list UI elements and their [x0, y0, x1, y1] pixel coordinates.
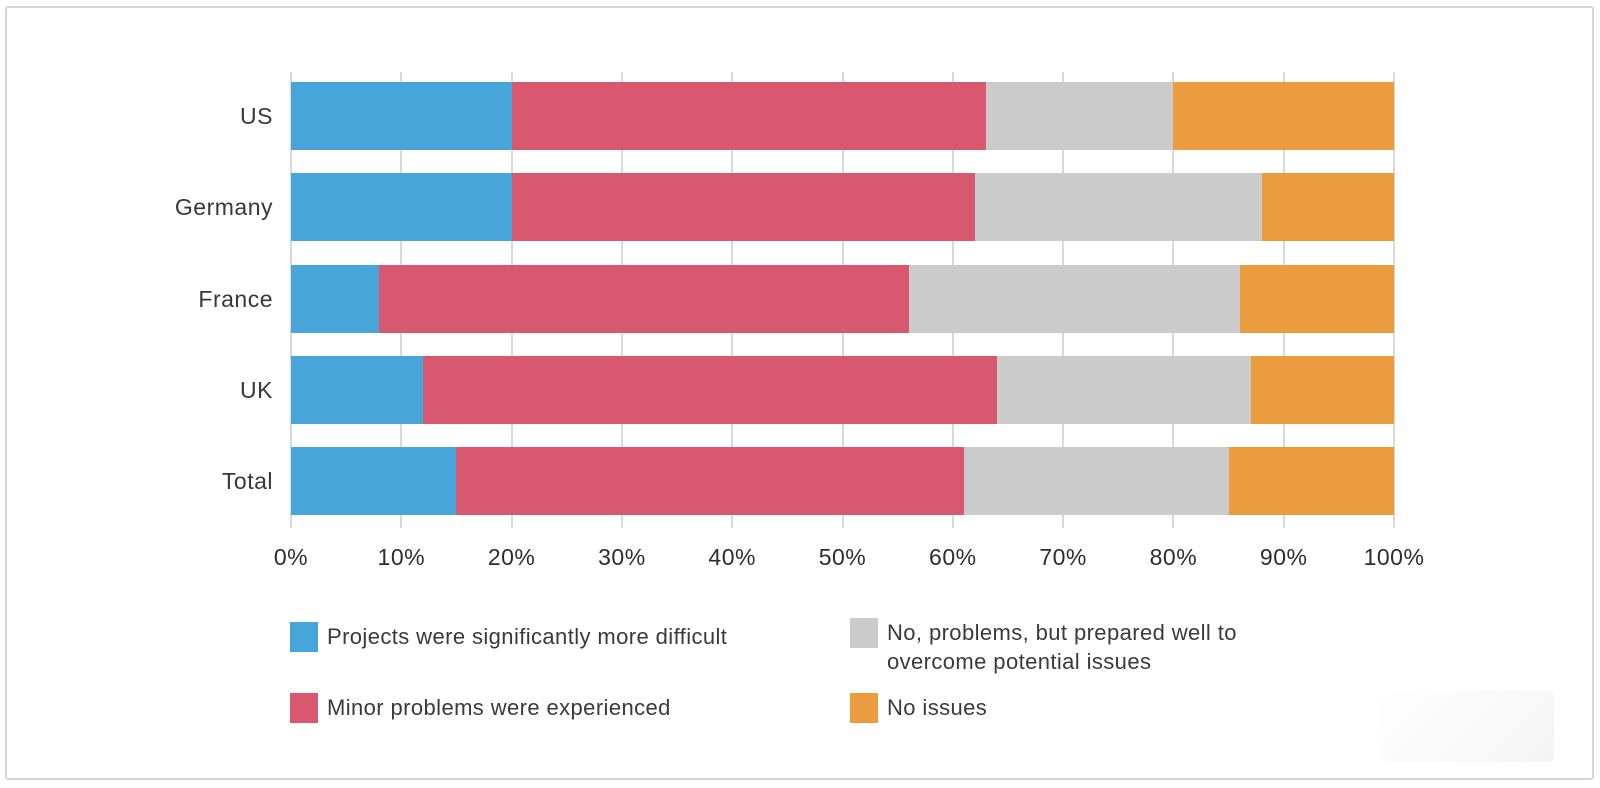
- bar-segment-series1: [291, 173, 512, 242]
- bar-row-germany: [291, 173, 1394, 242]
- category-label-germany: Germany: [174, 194, 273, 221]
- bar-segment-series2: [511, 173, 975, 242]
- legend-swatch-3: [850, 618, 878, 648]
- bar-row-total: [291, 447, 1394, 515]
- legend-label-3: No, problems, but prepared well to overc…: [887, 620, 1237, 674]
- bar-segment-series2: [423, 355, 997, 424]
- legend-swatch-1: [290, 622, 318, 652]
- category-label-us: US: [240, 103, 273, 129]
- x-tick-label-20pct: 20%: [487, 544, 536, 570]
- bar-segment-series2: [456, 447, 964, 515]
- chart-card: US Germany France UK Total 0% 10% 20% 30% 40% 50%…: [5, 6, 1594, 780]
- x-tick-label-90pct: 90%: [1259, 544, 1308, 570]
- category-label-france: France: [198, 285, 273, 312]
- x-tick-label-40pct: 40%: [708, 544, 756, 570]
- legend-label-4: No issues: [887, 695, 988, 720]
- x-tick-label-30pct: 30%: [598, 544, 646, 570]
- bar-segment-series3: [996, 355, 1251, 424]
- bar-segment-series3: [985, 82, 1174, 150]
- x-tick-label-0pct: 0%: [273, 544, 309, 570]
- category-label-total: Total: [221, 468, 273, 494]
- bar-segment-series1: [291, 264, 380, 333]
- bar-segment-series3: [963, 447, 1229, 515]
- x-tick-label-100pct: 100%: [1363, 544, 1425, 570]
- bar-segment-series3: [974, 173, 1262, 242]
- category-label-uk: UK: [240, 376, 273, 403]
- x-tick-label-50pct: 50%: [818, 544, 867, 570]
- legend-swatch-4: [850, 693, 878, 723]
- legend-item-1: Projects were significantly more difficu…: [290, 622, 727, 652]
- x-tick-label-80pct: 80%: [1149, 544, 1198, 570]
- plot-area: [290, 72, 1395, 528]
- bar-segment-series1: [291, 447, 457, 515]
- bar-row-us: [291, 82, 1394, 150]
- legend-item-3: No, problems, but prepared well to overc…: [850, 618, 1292, 676]
- gridline: [1393, 72, 1395, 528]
- legend-label-1: Projects were significantly more difficu…: [327, 624, 728, 649]
- legend-item-4: No issues: [850, 693, 987, 723]
- bar-segment-series2: [379, 264, 909, 333]
- bar-segment-series1: [291, 355, 424, 424]
- watermark-shade: [1379, 690, 1554, 762]
- x-tick-label-10pct: 10%: [377, 544, 426, 570]
- bar-segment-series2: [511, 82, 986, 150]
- bar-row-france: [291, 264, 1394, 333]
- bar-segment-series1: [291, 82, 512, 150]
- bar-segment-series4: [1173, 82, 1394, 150]
- bar-segment-series4: [1250, 355, 1394, 424]
- bar-segment-series4: [1228, 447, 1394, 515]
- bar-segment-series3: [908, 264, 1240, 333]
- bar-segment-series4: [1239, 264, 1394, 333]
- legend-swatch-2: [290, 693, 318, 723]
- x-tick-label-70pct: 70%: [1039, 544, 1087, 570]
- x-tick-label-60pct: 60%: [929, 544, 977, 570]
- legend-label-2: Minor problems were experienced: [327, 695, 671, 720]
- bar-segment-series4: [1261, 173, 1394, 242]
- bar-row-uk: [291, 355, 1394, 424]
- legend-item-2: Minor problems were experienced: [290, 693, 671, 723]
